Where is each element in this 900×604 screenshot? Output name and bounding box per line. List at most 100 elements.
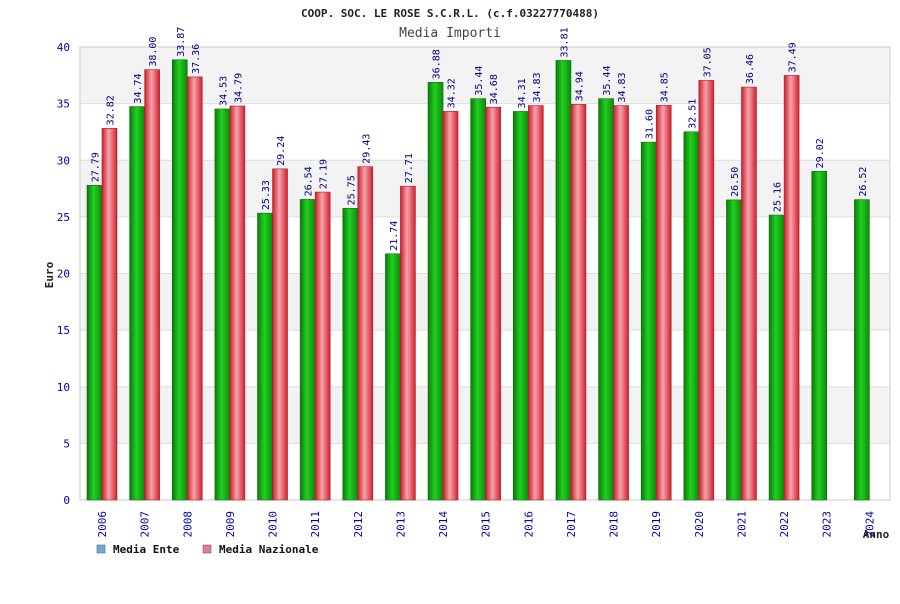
x-tick-label: 2015 (480, 511, 493, 538)
bar-media-nazionale-2014 (442, 111, 459, 501)
value-label-media-nazionale-2022: 37.49 (788, 42, 799, 72)
chart-subtitle: Media Importi (399, 26, 501, 41)
bar-media-nazionale-2019 (655, 105, 672, 501)
legend-swatch-media-ente (96, 544, 106, 554)
x-tick-label: 2017 (565, 511, 578, 538)
value-label-media-nazionale-2020: 37.05 (702, 47, 713, 77)
value-label-media-ente-2007: 34.74 (133, 73, 144, 103)
y-tick-label: 0 (63, 494, 70, 507)
bar-media-nazionale-2013 (400, 185, 416, 501)
x-tick-label: 2007 (139, 511, 152, 538)
bar-media-ente-2013 (385, 253, 401, 501)
legend-label-media-ente: Media Ente (113, 543, 180, 556)
x-tick-label: 2016 (522, 511, 535, 538)
legend-swatch-media-nazionale (202, 544, 212, 554)
x-tick-label: 2022 (778, 511, 791, 538)
x-tick-label: 2008 (181, 511, 194, 538)
bars-group (86, 59, 870, 501)
value-label-media-ente-2015: 35.44 (474, 66, 485, 96)
value-label-media-ente-2021: 26.50 (730, 167, 741, 197)
value-label-media-ente-2024: 26.52 (858, 167, 869, 197)
value-label-media-nazionale-2014: 34.32 (447, 78, 458, 108)
x-tick-label: 2006 (96, 511, 109, 538)
x-tick-label: 2024 (863, 511, 876, 538)
bar-media-ente-2021 (726, 199, 742, 501)
y-tick-label: 35 (57, 98, 70, 111)
legend: Media Ente Media Nazionale (96, 543, 319, 556)
bar-media-ente-2024 (854, 199, 870, 501)
value-label-media-nazionale-2017: 34.94 (574, 71, 585, 101)
bar-media-nazionale-2008 (186, 76, 203, 501)
value-label-media-ente-2020: 32.51 (687, 99, 698, 129)
value-label-media-ente-2011: 26.54 (304, 166, 315, 196)
x-tick-label: 2023 (821, 511, 834, 538)
bar-media-nazionale-2018 (613, 105, 629, 501)
value-label-media-ente-2018: 35.44 (602, 66, 613, 96)
bar-media-nazionale-2011 (314, 191, 331, 501)
value-label-media-ente-2012: 25.75 (346, 175, 357, 205)
value-label-media-nazionale-2021: 36.46 (745, 54, 756, 84)
value-label-media-ente-2013: 21.74 (389, 221, 400, 251)
value-label-media-ente-2017: 33.81 (559, 27, 570, 57)
value-label-media-nazionale-2008: 37.36 (191, 44, 202, 74)
bar-media-ente-2015 (470, 98, 486, 501)
bar-media-nazionale-2022 (783, 75, 800, 501)
value-label-media-ente-2019: 31.60 (645, 109, 656, 139)
x-tick-label: 2009 (224, 511, 237, 538)
x-axis-label: Anno (863, 528, 890, 541)
bar-media-nazionale-2015 (485, 106, 501, 501)
bar-media-nazionale-2009 (229, 105, 246, 501)
legend-label-media-nazionale: Media Nazionale (219, 543, 319, 556)
bar-media-nazionale-2016 (528, 105, 544, 501)
bar-media-ente-2010 (257, 212, 273, 501)
value-label-media-nazionale-2007: 38.00 (148, 37, 159, 67)
y-tick-label: 30 (57, 154, 70, 167)
x-tick-label: 2014 (437, 511, 450, 538)
y-tick-label: 40 (57, 41, 70, 54)
bar-media-nazionale-2007 (144, 69, 160, 501)
bar-media-nazionale-2017 (570, 104, 587, 501)
y-tick-label: 15 (57, 324, 70, 337)
x-tick-label: 2018 (608, 511, 621, 538)
value-label-media-ente-2008: 33.87 (176, 27, 187, 57)
x-tick-label: 2021 (735, 511, 748, 538)
value-label-media-nazionale-2013: 27.71 (404, 153, 415, 183)
value-label-media-ente-2016: 34.31 (517, 78, 528, 108)
x-tick-label: 2010 (267, 511, 280, 538)
bar-media-nazionale-2010 (272, 168, 288, 501)
bar-media-ente-2018 (598, 98, 614, 501)
bar-media-ente-2020 (683, 131, 700, 501)
y-tick-label: 5 (63, 437, 70, 450)
value-label-media-ente-2014: 36.88 (432, 49, 443, 79)
value-label-media-nazionale-2006: 32.82 (106, 95, 117, 125)
y-axis-label: Euro (43, 261, 56, 288)
y-tick-label: 10 (57, 381, 70, 394)
bar-media-ente-2022 (768, 214, 785, 501)
value-label-media-ente-2009: 34.53 (218, 76, 229, 106)
value-label-media-ente-2022: 25.16 (773, 182, 784, 212)
value-label-media-nazionale-2015: 34.68 (489, 74, 500, 104)
value-label-media-nazionale-2011: 27.19 (319, 159, 330, 189)
bar-media-ente-2007 (129, 106, 145, 501)
bar-media-nazionale-2012 (357, 166, 374, 501)
value-label-media-nazionale-2016: 34.83 (532, 72, 543, 102)
value-label-media-ente-2010: 25.33 (261, 180, 272, 210)
x-axis-ticks: 2006 2007 2008 2009 2010 2011 2012 2013 2014 2015… (96, 511, 876, 538)
value-label-media-nazionale-2019: 34.85 (660, 72, 671, 102)
y-axis-ticks: 0 5 10 15 20 25 30 35 40 (57, 41, 70, 507)
bar-media-ente-2014 (427, 82, 444, 501)
value-label-media-ente-2023: 29.02 (815, 138, 826, 168)
bar-media-ente-2009 (214, 108, 231, 501)
bar-media-ente-2012 (342, 208, 359, 501)
bar-media-ente-2008 (171, 59, 188, 501)
x-tick-label: 2012 (352, 511, 365, 538)
bar-media-ente-2019 (640, 141, 657, 501)
bar-media-ente-2006 (86, 184, 103, 501)
bar-media-nazionale-2020 (698, 80, 715, 501)
x-tick-label: 2011 (309, 511, 322, 538)
bar-media-ente-2017 (555, 60, 572, 501)
bar-media-nazionale-2006 (101, 128, 118, 501)
value-label-media-nazionale-2010: 29.24 (276, 136, 287, 166)
